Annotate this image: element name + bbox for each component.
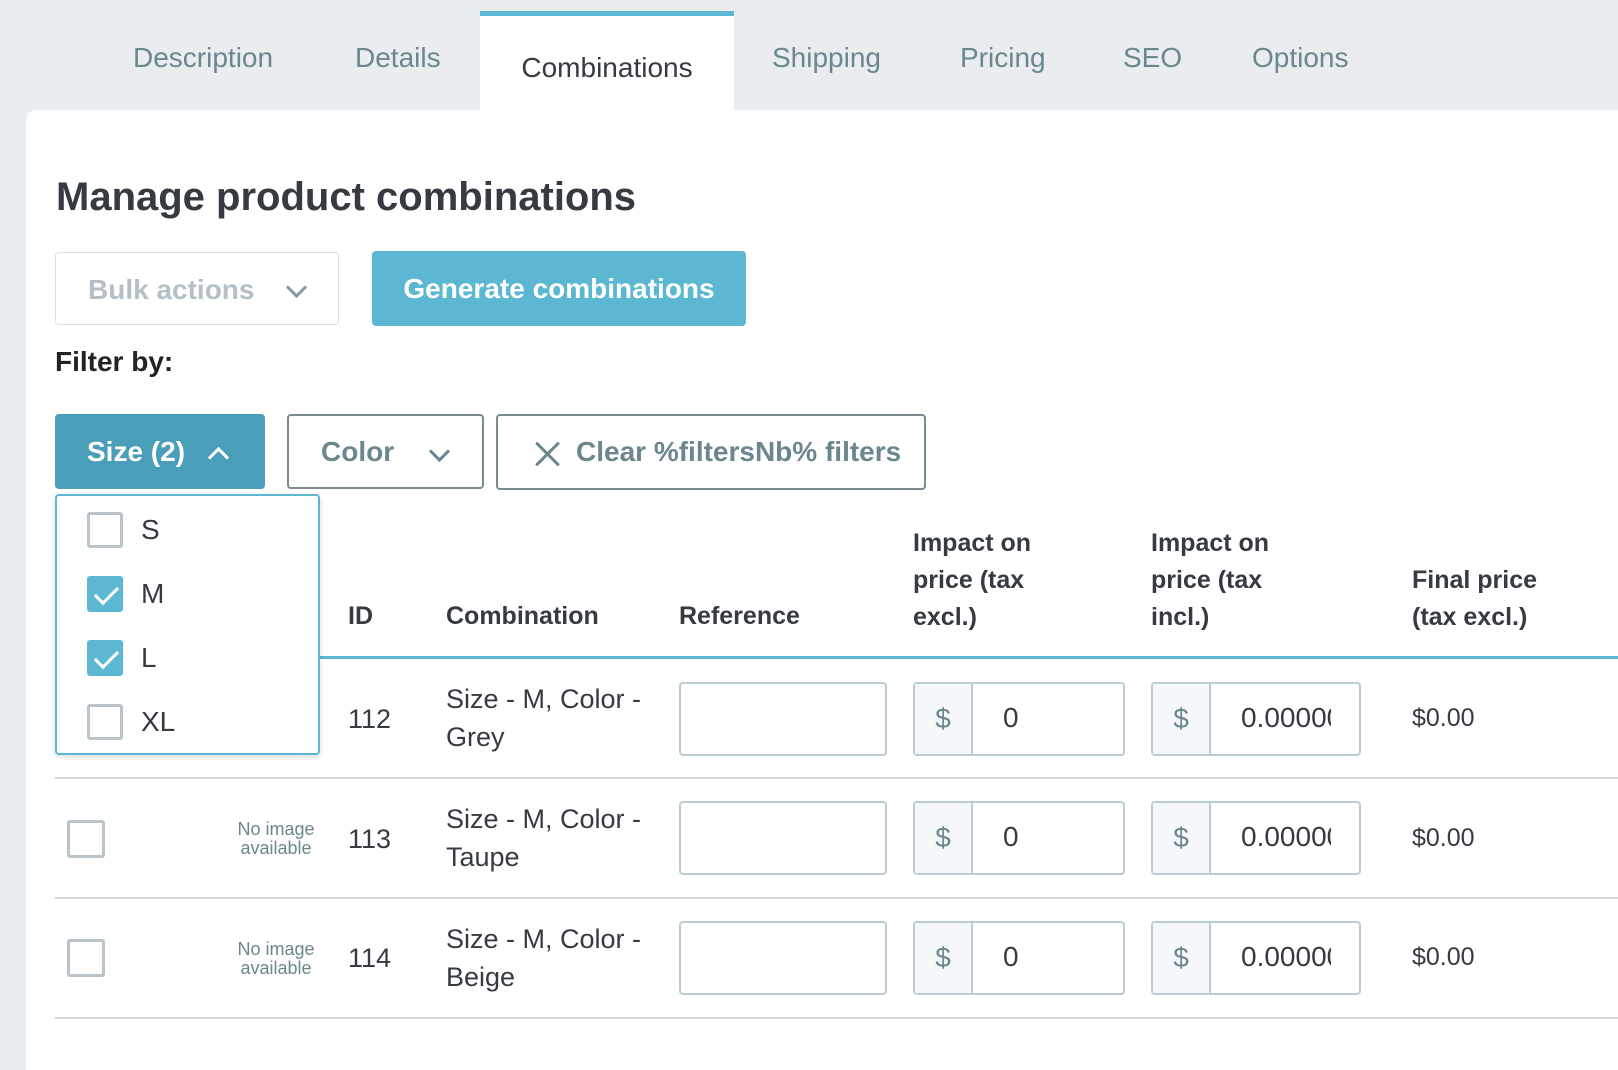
- impact-excl-value: 0: [1003, 821, 1019, 852]
- size-option-label: XL: [141, 706, 176, 737]
- impact-excl-input[interactable]: $ 0: [913, 682, 1125, 756]
- combination-line: Beige: [446, 962, 516, 992]
- size-filter-label: Size (2): [87, 436, 186, 467]
- column-header-final-price: Final price (tax excl.): [1412, 562, 1537, 636]
- no-image-line: available: [240, 958, 312, 978]
- header-line: incl.): [1151, 603, 1210, 631]
- color-filter-button[interactable]: Color: [287, 414, 484, 489]
- no-image-line: available: [240, 838, 312, 858]
- header-line: Impact on: [913, 529, 1032, 557]
- currency-addon: $: [1153, 803, 1211, 873]
- size-filter-dropdown: S M L XL: [55, 494, 320, 755]
- color-filter-label: Color: [321, 436, 395, 467]
- impact-excl-input[interactable]: $ 0: [913, 801, 1125, 875]
- checkbox[interactable]: [87, 576, 123, 612]
- no-image-line: No image: [237, 819, 315, 839]
- combination-line: Taupe: [446, 842, 520, 872]
- reference-input[interactable]: [679, 801, 887, 875]
- combination-line: Size - M, Color -: [446, 684, 642, 714]
- checkbox[interactable]: [87, 704, 123, 740]
- table-header-divider: [55, 656, 1618, 659]
- no-image-placeholder: No image available: [221, 940, 331, 978]
- impact-excl-value: 0: [1003, 702, 1019, 733]
- impact-incl-value: 0.00000: [1241, 821, 1331, 852]
- final-price: $0.00: [1412, 943, 1475, 971]
- final-price: $0.00: [1412, 704, 1475, 732]
- tab-combinations[interactable]: Combinations: [480, 11, 734, 110]
- tab-seo[interactable]: SEO: [1123, 42, 1183, 73]
- reference-input[interactable]: [679, 682, 887, 756]
- impact-excl-value: 0: [1003, 941, 1019, 972]
- header-line: excl.): [913, 603, 977, 631]
- checkbox[interactable]: [87, 640, 123, 676]
- size-option-label: L: [141, 642, 157, 673]
- tab-details[interactable]: Details: [355, 42, 441, 73]
- currency-addon: $: [915, 803, 973, 873]
- size-filter-button[interactable]: Size (2): [55, 414, 265, 489]
- page-title: Manage product combinations: [56, 175, 637, 219]
- currency-addon: $: [915, 684, 973, 754]
- tab-bar: Description Details Combinations Shippin…: [0, 0, 1618, 110]
- tab-options[interactable]: Options: [1252, 42, 1349, 73]
- chevron-down-icon: [428, 440, 451, 463]
- column-header-reference: Reference: [679, 602, 800, 630]
- tab-description[interactable]: Description: [133, 42, 274, 73]
- row-checkbox[interactable]: [67, 939, 105, 977]
- row-checkbox[interactable]: [67, 820, 105, 858]
- impact-excl-input[interactable]: $ 0: [913, 921, 1125, 995]
- reference-input[interactable]: [679, 921, 887, 995]
- clear-filters-label: Clear %filtersNb% filters: [576, 436, 902, 467]
- final-price: $0.00: [1412, 824, 1475, 852]
- impact-incl-input[interactable]: $ 0.00000: [1151, 801, 1361, 875]
- currency-addon: $: [1153, 684, 1211, 754]
- row-divider: [55, 1017, 1618, 1019]
- checkbox[interactable]: [87, 512, 123, 548]
- row-divider: [55, 897, 1618, 899]
- row-combination: Size - M, Color - Beige: [446, 920, 641, 996]
- header-line: (tax excl.): [1412, 603, 1528, 631]
- row-combination: Size - M, Color - Grey: [446, 680, 641, 756]
- tab-pricing[interactable]: Pricing: [960, 42, 1046, 73]
- row-id: 112: [348, 704, 392, 734]
- close-icon: [534, 440, 562, 468]
- combination-line: Grey: [446, 722, 505, 752]
- chevron-down-icon: [285, 276, 308, 299]
- column-header-impact-excl: Impact on price (tax excl.): [913, 525, 1031, 636]
- no-image-line: No image: [237, 939, 315, 959]
- bulk-actions-select[interactable]: Bulk actions: [55, 252, 339, 325]
- impact-incl-input[interactable]: $ 0.00000: [1151, 682, 1361, 756]
- impact-incl-value: 0.00000: [1241, 702, 1331, 733]
- impact-incl-input[interactable]: $ 0.00000: [1151, 921, 1361, 995]
- row-combination: Size - M, Color - Taupe: [446, 800, 641, 876]
- size-option-label: M: [141, 578, 165, 609]
- combination-line: Size - M, Color -: [446, 804, 642, 834]
- row-id: 113: [348, 824, 392, 854]
- clear-filters-button[interactable]: Clear %filtersNb% filters: [496, 414, 926, 490]
- header-line: price (tax: [913, 566, 1025, 594]
- currency-addon: $: [915, 923, 973, 993]
- no-image-placeholder: No image available: [221, 820, 331, 858]
- header-line: Impact on: [1151, 529, 1270, 557]
- row-id: 114: [348, 943, 392, 973]
- column-header-impact-incl: Impact on price (tax incl.): [1151, 525, 1269, 636]
- chevron-up-icon: [207, 446, 230, 469]
- column-header-combination: Combination: [446, 602, 599, 630]
- impact-incl-value: 0.00000: [1241, 941, 1331, 972]
- size-option-label: S: [141, 514, 160, 545]
- row-divider: [55, 777, 1618, 779]
- tab-shipping[interactable]: Shipping: [772, 42, 881, 73]
- filter-by-label: Filter by:: [55, 346, 174, 377]
- combination-line: Size - M, Color -: [446, 924, 642, 954]
- header-line: Final price: [1412, 566, 1538, 594]
- currency-addon: $: [1153, 923, 1211, 993]
- bulk-actions-label: Bulk actions: [88, 274, 255, 305]
- column-header-id: ID: [348, 602, 373, 630]
- header-line: price (tax: [1151, 566, 1263, 594]
- generate-combinations-button[interactable]: Generate combinations: [372, 251, 746, 326]
